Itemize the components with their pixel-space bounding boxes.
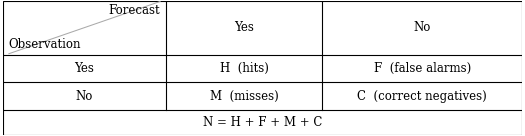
Text: M  (misses): M (misses): [210, 90, 279, 103]
Text: No: No: [76, 90, 93, 103]
Text: N = H + F + M + C: N = H + F + M + C: [203, 116, 322, 129]
Text: No: No: [414, 21, 431, 34]
Text: H  (hits): H (hits): [220, 62, 269, 75]
Text: C  (correct negatives): C (correct negatives): [358, 90, 487, 103]
Text: F  (false alarms): F (false alarms): [374, 62, 471, 75]
Text: Yes: Yes: [75, 62, 94, 75]
Text: Forecast: Forecast: [109, 4, 160, 17]
Text: Observation: Observation: [9, 38, 81, 51]
Text: Yes: Yes: [234, 21, 254, 34]
